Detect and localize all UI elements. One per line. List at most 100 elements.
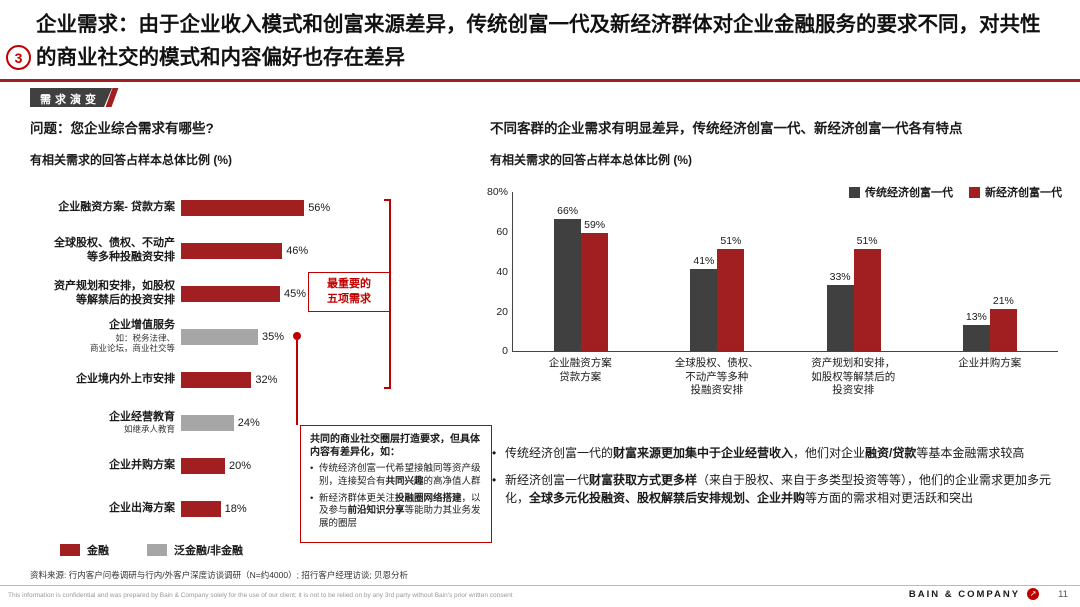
confidentiality-note: This information is confidential and was… bbox=[8, 592, 513, 599]
y-axis-tick: 60 bbox=[496, 226, 508, 238]
legend-label: 新经济创富一代 bbox=[985, 187, 1062, 199]
legend-label: 金融 bbox=[87, 545, 109, 557]
bar-category-label: 资产规划和安排，如股权 等解禁后的投资安排 bbox=[54, 279, 175, 306]
bar bbox=[181, 242, 283, 259]
bar-value-label: 45% bbox=[284, 287, 307, 300]
y-axis-tick: 20 bbox=[496, 306, 508, 318]
x-axis-category: 资产规划和安排， 如股权等解禁后的 投资安排 bbox=[811, 357, 896, 397]
bar-traditional bbox=[690, 269, 718, 351]
bar bbox=[181, 328, 258, 345]
bar-value-label: 21% bbox=[992, 295, 1014, 307]
insight-bullet: 新经济创富一代财富获取方式更多样（来自于股权、来自于多类型投资等等），他们的企业… bbox=[490, 471, 1066, 507]
bar-category-label: 企业出海方案 bbox=[109, 501, 175, 514]
bar-value-label: 46% bbox=[286, 244, 309, 257]
bar bbox=[181, 500, 221, 517]
bar-value-label: 41% bbox=[693, 255, 715, 267]
legend-label: 传统经济创富一代 bbox=[865, 187, 953, 199]
left-chart-row: 企业增值服务 如：税务法律、 商业论坛，商业社交等 35% bbox=[30, 315, 400, 358]
bar-value-label: 59% bbox=[584, 219, 606, 231]
page-title: 企业需求：由于企业收入模式和创富来源差异，传统创富一代及新经济群体对企业金融服务… bbox=[36, 13, 1041, 69]
section-tag-label: 需求演变 bbox=[30, 88, 112, 107]
bar-category-label: 企业经营教育 bbox=[109, 410, 175, 423]
page-number: 11 bbox=[1058, 588, 1068, 600]
source-note: 资料来源: 行内客户问卷调研与行内/外客户深度访谈调研（N=约4000）; 招行… bbox=[30, 570, 409, 580]
bar-traditional bbox=[554, 219, 582, 351]
left-chart-row: 企业融资方案- 贷款方案 56% bbox=[30, 186, 400, 229]
bar-category-label: 全球股权、债权、不动产 等多种投融资安排 bbox=[54, 236, 175, 263]
left-chart-row: 企业经营教育 如继承人教育 24% bbox=[30, 401, 400, 444]
bar-value-label: 13% bbox=[965, 311, 987, 323]
bar-group: 13% 21% bbox=[922, 295, 1058, 351]
legend-item-finance: 金融 bbox=[60, 542, 109, 558]
callout-title: 共同的商业社交圈层打造要求，但具体内容有差异化，如： bbox=[310, 434, 480, 458]
bar-value-label: 33% bbox=[829, 271, 851, 283]
y-axis-tick: 0 bbox=[502, 345, 508, 357]
legend-item-non-finance: 泛金融/非金融 bbox=[147, 542, 243, 558]
bar bbox=[181, 199, 305, 216]
legend-swatch bbox=[147, 544, 167, 556]
section-number-badge: 3 bbox=[6, 45, 31, 70]
y-axis-tick: 40 bbox=[496, 266, 508, 278]
bar bbox=[181, 457, 225, 474]
bar-group: 41% 51% bbox=[649, 235, 785, 351]
bar-value-label: 51% bbox=[856, 235, 878, 247]
bar-new-economy bbox=[989, 309, 1017, 351]
footer-brand: BAIN & COMPANY ↗ 11 bbox=[909, 588, 1068, 600]
bar-category-note: 如：税务法律、 商业论坛，商业社交等 bbox=[89, 333, 175, 354]
x-axis-category-labels: 企业融资方案 贷款方案 全球股权、债权、 不动产等多种 投融资安排 资产规划和安… bbox=[512, 352, 1058, 398]
brand-name: BAIN & COMPANY bbox=[908, 588, 1021, 600]
section-tag: 需求演变 bbox=[30, 88, 119, 107]
bar-value-label: 24% bbox=[237, 416, 260, 429]
bar-category-label: 企业融资方案- 贷款方案 bbox=[58, 200, 175, 213]
bar-category-label: 企业并购方案 bbox=[109, 458, 175, 471]
bain-logo-icon: ↗ bbox=[1027, 588, 1040, 600]
bar bbox=[181, 414, 234, 431]
right-heading: 不同客群的企业需求有明显差异，传统经济创富一代、新经济创富一代各有特点 bbox=[490, 121, 963, 136]
right-insight-bullets: 传统经济创富一代的财富来源更加集中于企业经营收入，他们对企业融资/贷款等基本金融… bbox=[490, 444, 1066, 516]
bar-groups: 66% 59% 41% 51% 33% 51% 13% 21% bbox=[513, 192, 1058, 351]
left-chart-row: 全球股权、债权、不动产 等多种投融资安排 46% bbox=[30, 229, 400, 272]
callout-bullet: 传统经济创富一代希望接触同等资产级别，连接契合有共同兴趣的高净值人群 bbox=[310, 463, 482, 489]
x-axis-category: 企业融资方案 贷款方案 bbox=[548, 357, 612, 383]
left-chart-row: 企业出海方案 18% bbox=[30, 487, 400, 530]
y-axis-tick: 80% bbox=[486, 186, 508, 198]
bar-category-label: 企业增值服务 bbox=[109, 319, 175, 332]
bar-value-label: 18% bbox=[224, 502, 247, 515]
legend-item-new-economy: 新经济创富一代 bbox=[969, 184, 1062, 200]
left-question-heading: 问题：您企业综合需求有哪些? bbox=[30, 121, 214, 136]
left-chart-row: 企业境内外上市安排 32% bbox=[30, 358, 400, 401]
x-axis-category: 企业并购方案 bbox=[958, 357, 1022, 369]
left-chart-legend: 金融 泛金融/非金融 bbox=[60, 542, 243, 558]
bar-category-note: 如继承人教育 bbox=[123, 424, 175, 435]
bar-category-label: 企业境内外上市安排 bbox=[76, 372, 175, 385]
bar bbox=[181, 285, 280, 302]
bar-value-label: 20% bbox=[229, 459, 252, 472]
top-five-annotation: 最重要的 五项需求 bbox=[308, 272, 390, 312]
right-chart-subtitle: 有相关需求的回答占样本总体比例 (%) bbox=[490, 153, 692, 167]
legend-label: 泛金融/非金融 bbox=[174, 545, 244, 557]
header-divider bbox=[0, 79, 1080, 82]
legend-item-traditional: 传统经济创富一代 bbox=[849, 184, 953, 200]
bar-value-label: 32% bbox=[255, 373, 278, 386]
left-chart-row: 企业并购方案 20% bbox=[30, 444, 400, 487]
callout-bullet-list: 传统经济创富一代希望接触同等资产级别，连接契合有共同兴趣的高净值人群 新经济群体… bbox=[310, 463, 482, 531]
legend-swatch bbox=[849, 186, 860, 198]
bar-value-label: 56% bbox=[308, 201, 331, 214]
bar-new-economy bbox=[853, 249, 881, 351]
x-axis-category: 全球股权、债权、 不动产等多种 投融资安排 bbox=[674, 357, 759, 397]
callout-leader-line bbox=[296, 340, 298, 425]
social-circle-callout: 共同的商业社交圈层打造要求，但具体内容有差异化，如： 传统经济创富一代希望接触同… bbox=[300, 425, 492, 544]
callout-bullet: 新经济群体更关注投融圈网络搭建，以及参与前沿知识分享等能助力其业务发展的圈层 bbox=[310, 493, 482, 531]
right-grouped-bar-chart: 80% 60 40 20 0 66% 59% 41% 51% 33% 51% bbox=[470, 186, 1058, 398]
bar-value-label: 51% bbox=[720, 235, 742, 247]
plot-area: 80% 60 40 20 0 66% 59% 41% 51% 33% 51% bbox=[487, 186, 1058, 357]
bar-value-label: 35% bbox=[262, 330, 285, 343]
bar-group: 66% 59% bbox=[513, 205, 649, 351]
footer-divider bbox=[0, 585, 1080, 586]
left-chart-row: 资产规划和安排，如股权 等解禁后的投资安排 45% bbox=[30, 272, 400, 315]
bar bbox=[181, 371, 252, 388]
callout-anchor-dot bbox=[293, 332, 301, 340]
bar-traditional bbox=[962, 325, 990, 351]
bar-group: 33% 51% bbox=[786, 235, 922, 351]
